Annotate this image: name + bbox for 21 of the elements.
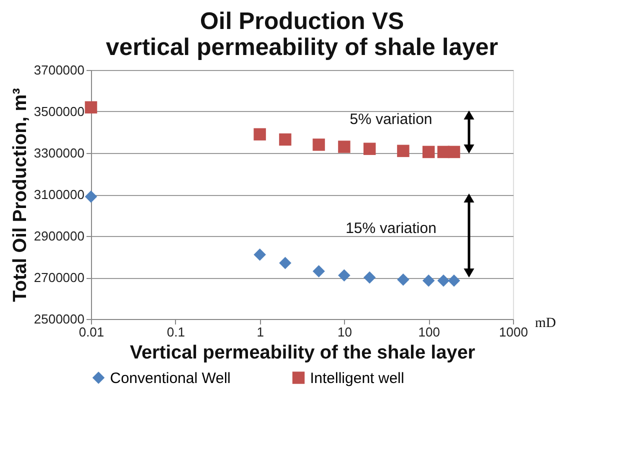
x-tick-label: 100 <box>418 324 440 340</box>
x-tick-label: 0.01 <box>78 324 104 340</box>
y-tick-label: 2500000 <box>34 312 84 326</box>
y-tick-label: 2700000 <box>34 270 84 285</box>
x-tick-label: 1000 <box>499 324 528 340</box>
x-axis-title: Vertical permeability of the shale layer <box>130 342 476 364</box>
y-tick-label: 3700000 <box>34 62 84 78</box>
y-tick-label: 2900000 <box>34 228 84 244</box>
legend-label: Intelligent well <box>310 370 404 387</box>
x-tick-label: 1 <box>256 324 264 340</box>
y-tick-label: 3300000 <box>34 146 84 160</box>
y-tick-label: 3100000 <box>34 187 84 202</box>
y-axis-title: Total Oil Production, m³ <box>10 88 31 302</box>
text: mD <box>535 316 556 331</box>
annotation: 15% variation <box>346 220 436 237</box>
chart-title: Oil Production VS vertical permeability of shale layer <box>106 8 498 61</box>
x-tick-label: 0.1 <box>166 324 185 340</box>
annotation: 5% variation <box>350 111 432 128</box>
x-tick-label: 10 <box>337 324 352 340</box>
y-tick-label: 3500000 <box>34 104 84 119</box>
legend-label: Conventional Well <box>110 370 231 387</box>
